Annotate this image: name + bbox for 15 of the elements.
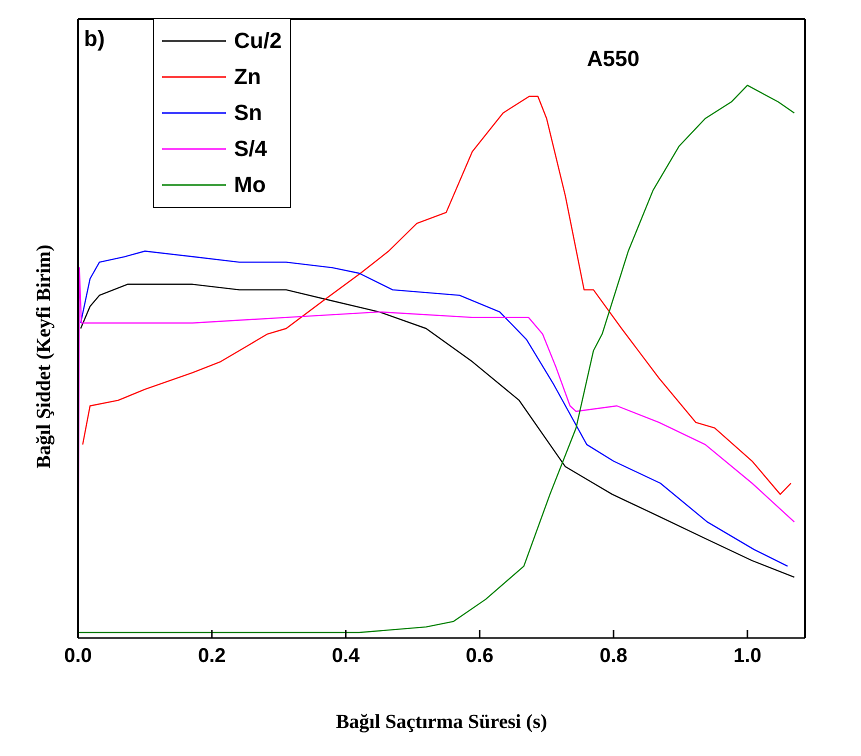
x-tick-label: 0.0 [64,645,92,668]
legend-label: Mo [234,172,266,198]
chart-title: A550 [586,46,640,72]
legend-label: Zn [234,64,261,90]
x-tick-label: 0.6 [466,645,494,668]
legend-label: Sn [234,100,262,126]
x-axis-title: Bağıl Saçtırma Süresi (s) [336,711,548,733]
x-tick-label: 0.4 [332,645,361,668]
x-tick-label: 0.8 [600,645,628,668]
legend-label: S/4 [234,136,268,162]
text: b) [84,26,105,52]
x-tick-label: 1.0 [734,645,762,668]
y-axis-title: Bağıl Şiddet (Keyfi Birim) [33,244,56,468]
legend-label: Cu/2 [234,28,282,54]
x-tick-label: 0.2 [198,645,226,668]
